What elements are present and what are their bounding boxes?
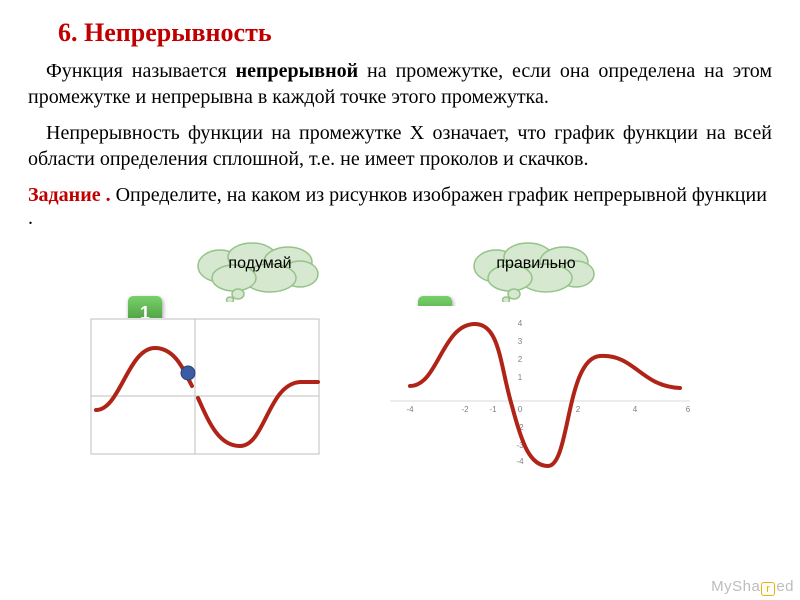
task-label: Задание . <box>28 184 116 206</box>
cloud-1-text: подумай <box>228 255 291 273</box>
watermark-text-a: MySha <box>711 578 760 595</box>
chart-1 <box>90 318 320 468</box>
paragraph-1: Функция называется непрерывной на промеж… <box>0 48 800 110</box>
svg-text:6: 6 <box>686 405 691 414</box>
svg-text:-2: -2 <box>461 405 469 414</box>
svg-text:3: 3 <box>518 337 523 346</box>
task-text: Определите, на каком из рисунков изображ… <box>28 184 767 229</box>
task-line: Задание . Определите, на каком из рисунк… <box>0 172 800 230</box>
svg-text:-4: -4 <box>516 457 524 466</box>
charts-row: подумай правильно 1 2 <box>0 238 800 478</box>
watermark-info-icon: r <box>761 582 775 596</box>
p1-a: Функция называется <box>46 60 236 82</box>
thought-cloud-1: подумай <box>190 242 330 288</box>
watermark-text-b: ed <box>776 578 794 595</box>
svg-text:2: 2 <box>518 355 523 364</box>
p2-text: Непрерывность функции на промежутке Х оз… <box>28 122 772 170</box>
thought-cloud-2: правильно <box>466 242 606 288</box>
svg-text:-4: -4 <box>406 405 414 414</box>
svg-text:0: 0 <box>518 405 523 414</box>
section-title: 6. Непрерывность <box>0 0 800 48</box>
watermark: MyShared <box>711 578 794 596</box>
svg-text:2: 2 <box>576 405 581 414</box>
svg-text:1: 1 <box>518 373 523 382</box>
cloud-2-text: правильно <box>496 255 575 273</box>
p1-bold: непрерывной <box>236 60 359 82</box>
svg-text:-1: -1 <box>489 405 497 414</box>
paragraph-2: Непрерывность функции на промежутке Х оз… <box>0 110 800 172</box>
svg-text:4: 4 <box>518 319 523 328</box>
chart-2: -4 -2 -1 0 2 4 6 4 3 2 1 -2 -3 -4 <box>380 306 700 471</box>
svg-text:4: 4 <box>633 405 638 414</box>
